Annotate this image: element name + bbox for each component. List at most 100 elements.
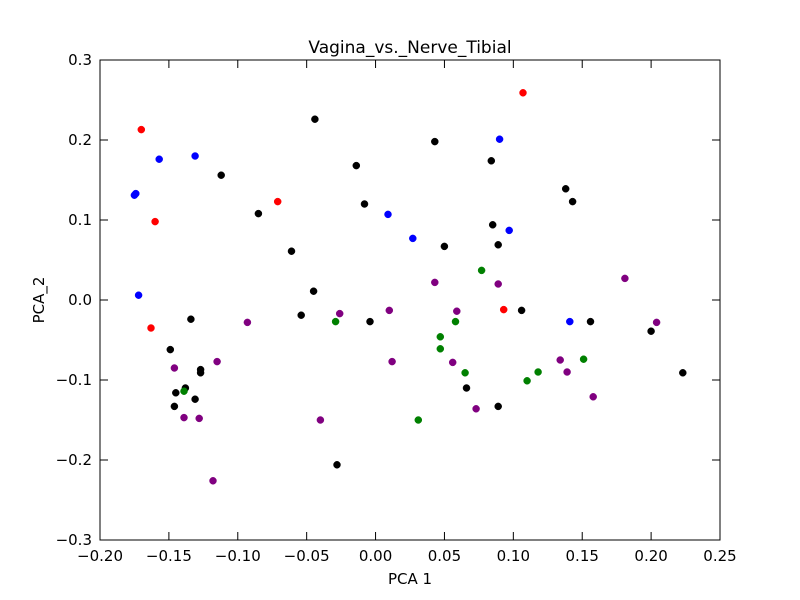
data-point <box>414 416 423 424</box>
data-point <box>499 305 508 314</box>
data-point <box>586 317 595 326</box>
series-0 <box>137 89 527 332</box>
series-3 <box>170 274 661 485</box>
data-point <box>579 355 588 363</box>
data-point <box>134 291 143 299</box>
data-point <box>523 377 531 385</box>
data-point <box>519 89 527 97</box>
plot-area-frame <box>99 59 721 541</box>
data-point <box>170 402 179 411</box>
chart-title: Vagina_vs._Nerve_Tibial <box>308 38 511 58</box>
data-point <box>360 200 369 208</box>
data-point <box>472 405 480 413</box>
x-tick-label: 0.00 <box>359 547 392 565</box>
data-point <box>209 477 217 485</box>
data-point <box>517 306 526 315</box>
x-tick-label: 0.05 <box>428 547 461 565</box>
data-point <box>137 125 146 134</box>
data-point <box>151 217 159 226</box>
x-tick-label: −0.15 <box>146 547 192 565</box>
data-point <box>388 357 396 366</box>
data-point <box>132 189 140 198</box>
data-point <box>431 278 439 287</box>
series-2 <box>166 115 687 469</box>
data-point <box>563 368 571 376</box>
y-tick-label: −0.1 <box>56 371 92 389</box>
data-point <box>287 247 296 255</box>
data-point <box>196 369 205 377</box>
x-tick-label: −0.10 <box>215 547 261 565</box>
data-point <box>431 137 439 146</box>
x-tick-label: 0.10 <box>497 547 530 565</box>
data-point <box>679 369 687 377</box>
y-tick-label: 0.1 <box>68 211 92 229</box>
data-point <box>436 333 445 341</box>
data-point <box>187 315 195 323</box>
data-point <box>311 115 319 123</box>
x-tick-label: −0.20 <box>77 547 123 565</box>
data-point <box>191 152 199 160</box>
series-1 <box>130 135 574 326</box>
data-point <box>147 324 155 332</box>
data-point <box>566 317 574 326</box>
data-point <box>172 389 180 397</box>
data-point <box>495 135 504 143</box>
data-point <box>451 317 460 326</box>
data-point <box>366 317 374 326</box>
data-point <box>461 369 469 377</box>
data-point <box>155 155 163 163</box>
data-point <box>331 317 340 326</box>
data-point <box>556 356 564 364</box>
data-point <box>335 309 344 318</box>
y-tick-label: −0.2 <box>56 451 92 469</box>
data-point <box>352 161 361 170</box>
data-point <box>453 307 461 315</box>
data-point <box>448 358 457 367</box>
y-tick-label: 0.3 <box>68 51 92 69</box>
x-axis-label: PCA 1 <box>388 570 432 588</box>
data-point <box>409 234 417 243</box>
data-point <box>488 221 497 229</box>
data-point <box>309 287 318 295</box>
data-point <box>254 209 263 218</box>
data-point <box>647 327 655 335</box>
data-points <box>130 89 687 485</box>
data-point <box>166 345 175 354</box>
data-point <box>621 274 629 283</box>
x-tick-label: 0.20 <box>634 547 667 565</box>
data-point <box>170 364 179 372</box>
data-point <box>180 413 188 422</box>
data-point <box>534 368 542 376</box>
series-4 <box>180 266 588 424</box>
data-point <box>333 461 341 469</box>
data-point <box>494 402 502 411</box>
data-point <box>462 384 471 392</box>
data-point <box>561 185 570 193</box>
y-tick-label: 0.2 <box>68 131 92 149</box>
data-point <box>195 414 203 423</box>
data-point <box>589 393 597 401</box>
data-point <box>213 357 221 366</box>
data-point <box>436 345 445 353</box>
axis-ticks: −0.20 −0.15 −0.10 −0.05 0.00 0.05 0.10 0.15 0.20… <box>56 51 737 565</box>
data-point <box>505 226 513 235</box>
data-point <box>217 171 225 179</box>
data-point <box>494 280 502 288</box>
x-tick-label: −0.05 <box>284 547 330 565</box>
data-point <box>477 266 486 275</box>
data-point <box>494 241 502 249</box>
data-point <box>316 416 325 424</box>
data-point <box>180 387 188 395</box>
data-point <box>191 395 199 403</box>
x-tick-label: 0.25 <box>703 547 736 565</box>
y-axis-label: PCA_2 <box>30 277 49 324</box>
data-point <box>487 157 496 165</box>
data-point <box>243 318 252 327</box>
data-point <box>385 306 394 315</box>
y-tick-label: −0.3 <box>56 531 92 549</box>
y-tick-label: 0.0 <box>68 291 92 309</box>
data-point <box>652 318 661 327</box>
data-point <box>440 242 449 251</box>
